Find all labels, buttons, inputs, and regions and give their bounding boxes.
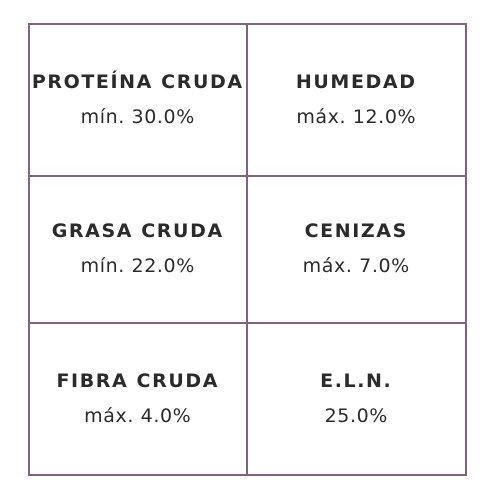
- nutrient-label: PROTEÍNA CRUDA: [31, 70, 244, 93]
- nutrient-cell-humedad: HUMEDAD máx. 12.0%: [248, 25, 466, 175]
- nutrient-table: PROTEÍNA CRUDA mín. 30.0% HUMEDAD máx. 1…: [28, 23, 467, 476]
- nutrient-cell-cenizas: CENIZAS máx. 7.0%: [247, 174, 465, 325]
- nutrient-value: 25.0%: [324, 405, 388, 428]
- nutrient-cell-proteina: PROTEÍNA CRUDA mín. 30.0%: [30, 25, 248, 175]
- nutrient-value: mín. 22.0%: [80, 255, 195, 278]
- nutrient-value: mín. 30.0%: [80, 105, 195, 128]
- nutrient-label: FIBRA CRUDA: [56, 370, 220, 393]
- nutrient-cell-eln: E.L.N. 25.0%: [248, 324, 466, 474]
- nutrient-label: HUMEDAD: [295, 70, 417, 93]
- nutrient-label: GRASA CRUDA: [51, 220, 224, 243]
- nutrient-label: E.L.N.: [320, 370, 393, 393]
- nutrient-cell-fibra: FIBRA CRUDA máx. 4.0%: [30, 324, 248, 474]
- nutrient-value: máx. 4.0%: [84, 405, 192, 428]
- nutrient-value: máx. 12.0%: [296, 105, 417, 128]
- nutrient-cell-grasa: GRASA CRUDA mín. 22.0%: [30, 174, 248, 325]
- nutrient-label: CENIZAS: [304, 220, 408, 243]
- nutrient-value: máx. 7.0%: [302, 255, 410, 278]
